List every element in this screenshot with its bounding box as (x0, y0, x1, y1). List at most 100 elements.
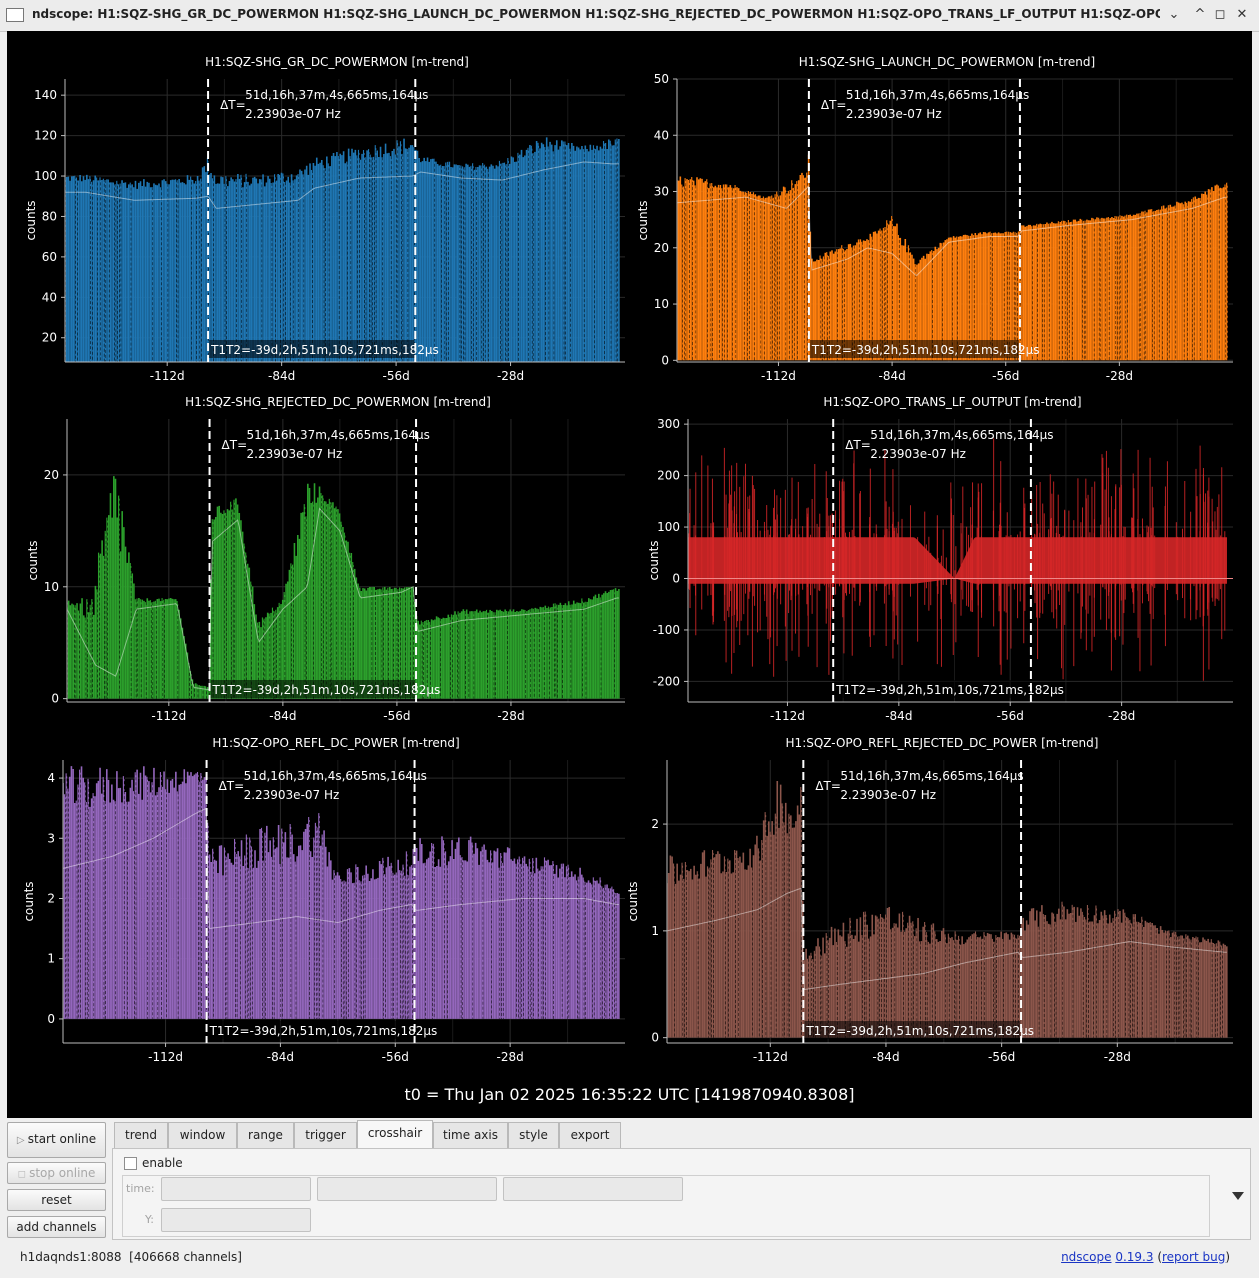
restore-icon[interactable]: ◻ (1214, 7, 1226, 22)
plot-area[interactable]: 20 40 60 80 100 120 140 -112d -84d -56d -28d H1:SQZ… (7, 31, 1252, 1118)
delta-t-value: 51d,16h,37m,4s,665ms,164μs (870, 428, 1053, 442)
version-link[interactable]: 0.19.3 (1115, 1250, 1154, 1264)
delta-freq-value: 2.23903e-07 Hz (244, 788, 340, 802)
y-field[interactable] (161, 1208, 311, 1232)
close-icon[interactable]: ✕ (1236, 7, 1248, 22)
cursor-label-backdrop (207, 1021, 414, 1039)
delta-t-label: ΔT= (220, 98, 246, 112)
chart-title: H1:SQZ-OPO_REFL_DC_POWER [m-trend] (212, 736, 459, 750)
tab-export[interactable]: export (559, 1122, 621, 1148)
collapse-arrow-icon[interactable] (1232, 1192, 1244, 1200)
x-tick-label: -28d (497, 709, 524, 723)
y-tick-label: -200 (653, 674, 680, 688)
minimize-icon[interactable]: ⌄ (1168, 7, 1180, 22)
x-tick-label: -56d (382, 369, 409, 383)
enable-checkbox[interactable] (124, 1157, 137, 1170)
window-title: ndscope: H1:SQZ-SHG_GR_DC_POWERMON H1:SQ… (32, 7, 1160, 21)
y-tick-label: 100 (657, 520, 680, 534)
cursor-label-backdrop (834, 680, 1030, 698)
x-tick-label: -112d (150, 369, 185, 383)
tab-crosshair[interactable]: crosshair (357, 1120, 433, 1148)
cursor-labels: ΔT=51d,16h,37m,4s,665ms,164μs 2.23903e-07… (834, 428, 1064, 698)
tab-time-axis[interactable]: time axis (433, 1122, 508, 1148)
ndscope-link[interactable]: ndscope (1061, 1250, 1112, 1264)
report-bug-link[interactable]: report bug (1162, 1250, 1226, 1264)
y-tick-label: 0 (651, 1031, 659, 1045)
y-tick-label: 10 (44, 580, 59, 594)
app-window-icon (6, 8, 24, 22)
time-t2-field[interactable] (317, 1177, 497, 1201)
y-axis-label: counts (647, 540, 661, 580)
crosshair-fields-frame: time: Y: (122, 1175, 1210, 1237)
cursor-labels: ΔT=51d,16h,37m,4s,665ms,164μs 2.23903e-07… (207, 769, 438, 1039)
y-tick-label: 0 (47, 1012, 55, 1026)
y-tick-label: 40 (42, 290, 57, 304)
add-channels-button[interactable]: add channels (7, 1216, 106, 1238)
cursor-label-backdrop (809, 340, 1019, 358)
series-mean-line (667, 887, 1227, 991)
chart-title: H1:SQZ-SHG_GR_DC_POWERMON [m-trend] (205, 55, 469, 69)
t1-label: T1 (805, 1024, 821, 1038)
chart-title: H1:SQZ-OPO_REFL_REJECTED_DC_POWER [m-tre… (786, 736, 1099, 750)
tab-style[interactable]: style (508, 1122, 559, 1148)
y-tick-label: 200 (657, 469, 680, 483)
y-tick-label: 1 (47, 952, 55, 966)
reset-button[interactable]: reset (7, 1189, 106, 1211)
y-label: Y: (145, 1213, 154, 1226)
start-online-button[interactable]: ▷ start online (7, 1122, 106, 1158)
chart-title: H1:SQZ-SHG_LAUNCH_DC_POWERMON [m-trend] (799, 55, 1095, 69)
y-tick-label: 50 (654, 72, 669, 86)
y-tick-label: 3 (47, 831, 55, 845)
tab-trigger[interactable]: trigger (294, 1122, 357, 1148)
tab-range[interactable]: range (237, 1122, 294, 1148)
x-tick-label: -28d (497, 369, 524, 383)
y-tick-label: 0 (661, 353, 669, 367)
server-address: h1daqnds1:8088 (20, 1250, 122, 1264)
t2-label: T2=-39d,2h,51m,10s,721ms,182μs (227, 683, 441, 697)
x-tick-label: -84d (268, 369, 295, 383)
delta-t-label: ΔT= (845, 438, 871, 452)
stop-online-button[interactable]: ◻ stop online (7, 1162, 106, 1184)
x-tick-label: -56d (988, 1050, 1015, 1064)
maximize-icon[interactable]: ^ (1194, 7, 1206, 22)
series-mean-line (677, 185, 1227, 276)
series-6 (667, 781, 1228, 1038)
status-server: h1daqnds1:8088 [406668 channels] (20, 1250, 242, 1264)
y-tick-label: 20 (654, 241, 669, 255)
t2-label: T2=-39d,2h,51m,10s,721ms,182μs (225, 343, 439, 357)
cursor-label-backdrop (210, 680, 416, 698)
x-tick-label: -84d (872, 1050, 899, 1064)
y-tick-label: -100 (653, 623, 680, 637)
series-mean-line (63, 807, 619, 930)
series-3 (67, 476, 620, 699)
y-tick-label: 10 (654, 297, 669, 311)
cursor-labels: ΔT=51d,16h,37m,4s,665ms,164μs 2.23903e-07… (804, 769, 1034, 1039)
time-delta-field[interactable] (503, 1177, 683, 1201)
time-t1-field[interactable] (161, 1177, 311, 1201)
y-tick-label: 2 (47, 891, 55, 905)
x-tick-label: -56d (382, 1050, 409, 1064)
start-online-label: start online (27, 1132, 97, 1146)
series-mean-line (65, 161, 619, 209)
x-tick-label: -56d (383, 709, 410, 723)
title-bar: ndscope: H1:SQZ-SHG_GR_DC_POWERMON H1:SQ… (0, 0, 1259, 32)
tab-window[interactable]: window (168, 1122, 237, 1148)
series-2 (677, 154, 1229, 361)
cursor-label-backdrop (209, 340, 415, 358)
chart-title: H1:SQZ-SHG_REJECTED_DC_POWERMON [m-trend… (185, 395, 491, 409)
y-tick-label: 300 (657, 417, 680, 431)
y-tick-label: 20 (42, 331, 57, 345)
time-label: time: (126, 1182, 155, 1195)
x-tick-label: -84d (878, 369, 905, 383)
x-tick-label: -28d (1108, 709, 1135, 723)
status-version: ndscope 0.19.3 (report bug) (1061, 1250, 1230, 1264)
tab-trend[interactable]: trend (114, 1122, 168, 1148)
series-band (688, 537, 1227, 584)
y-tick-label: 140 (34, 88, 57, 102)
y-tick-label: 80 (42, 209, 57, 223)
t2-label: T2=-39d,2h,51m,10s,721ms,182μs (224, 1024, 438, 1038)
t1-label: T1 (835, 683, 851, 697)
chart-panel-5: 0 1 2 3 4 -112d -84d -56d -28d H1:SQZ-OPO_REFL_DC… (22, 736, 625, 1064)
t2-label: T2=-39d,2h,51m,10s,721ms,182μs (820, 1024, 1034, 1038)
